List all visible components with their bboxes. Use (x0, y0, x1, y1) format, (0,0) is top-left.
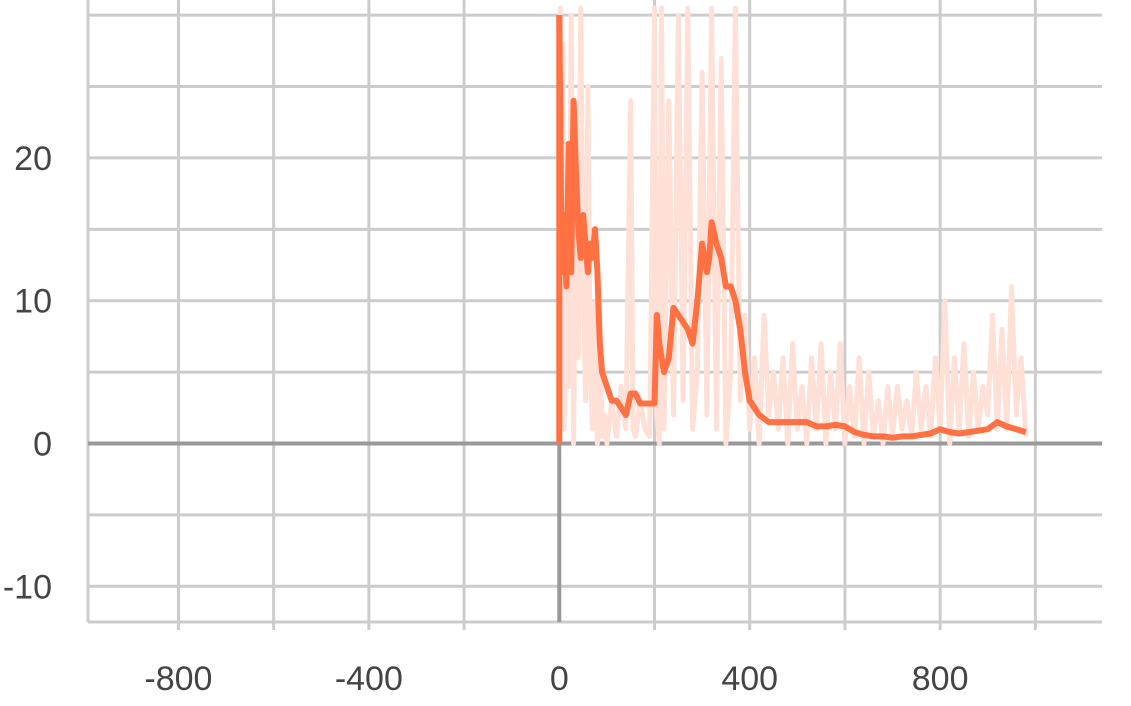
x-tick-label: -800 (144, 660, 212, 698)
raw-series (556, 5, 1029, 446)
smoothed-series-line (556, 15, 1027, 441)
smoothed-series (556, 15, 1027, 444)
y-tick-label: -10 (3, 568, 52, 606)
x-axis-ticks: -800 -400 0 400 800 (144, 660, 968, 698)
x-tick-label: 400 (721, 660, 778, 698)
x-tick-label: 0 (550, 660, 569, 698)
y-axis-ticks: -10 0 10 20 (3, 140, 52, 606)
y-tick-label: 10 (14, 283, 52, 321)
x-tick-label: -400 (335, 660, 403, 698)
y-tick-label: 0 (33, 426, 52, 464)
zero-axes (88, 441, 1102, 622)
x-tick-label: 800 (912, 660, 969, 698)
raw-series-line (556, 5, 1029, 446)
y-tick-label: 20 (14, 140, 52, 178)
